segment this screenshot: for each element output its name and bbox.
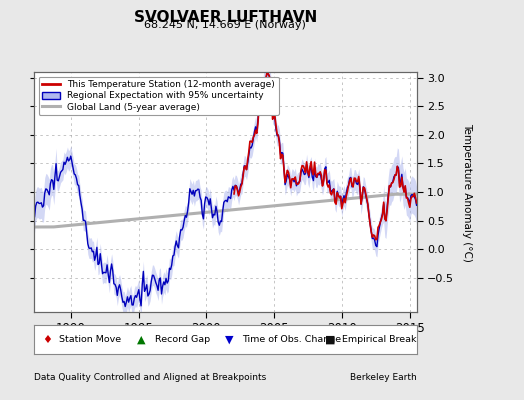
Text: Station Move: Station Move [59, 335, 121, 344]
Text: ▼: ▼ [225, 334, 234, 344]
Text: 68.245 N, 14.669 E (Norway): 68.245 N, 14.669 E (Norway) [145, 20, 306, 30]
Text: ♦: ♦ [42, 334, 52, 344]
Text: Data Quality Controlled and Aligned at Breakpoints: Data Quality Controlled and Aligned at B… [34, 373, 266, 382]
Text: ▲: ▲ [137, 334, 146, 344]
Y-axis label: Temperature Anomaly (°C): Temperature Anomaly (°C) [462, 122, 472, 262]
Text: SVOLVAER LUFTHAVN: SVOLVAER LUFTHAVN [134, 10, 317, 25]
Legend: This Temperature Station (12-month average), Regional Expectation with 95% uncer: This Temperature Station (12-month avera… [39, 76, 279, 115]
Text: ■: ■ [325, 334, 335, 344]
Text: Time of Obs. Change: Time of Obs. Change [243, 335, 342, 344]
Text: Empirical Break: Empirical Break [342, 335, 417, 344]
Text: Record Gap: Record Gap [155, 335, 210, 344]
Text: Berkeley Earth: Berkeley Earth [350, 373, 417, 382]
